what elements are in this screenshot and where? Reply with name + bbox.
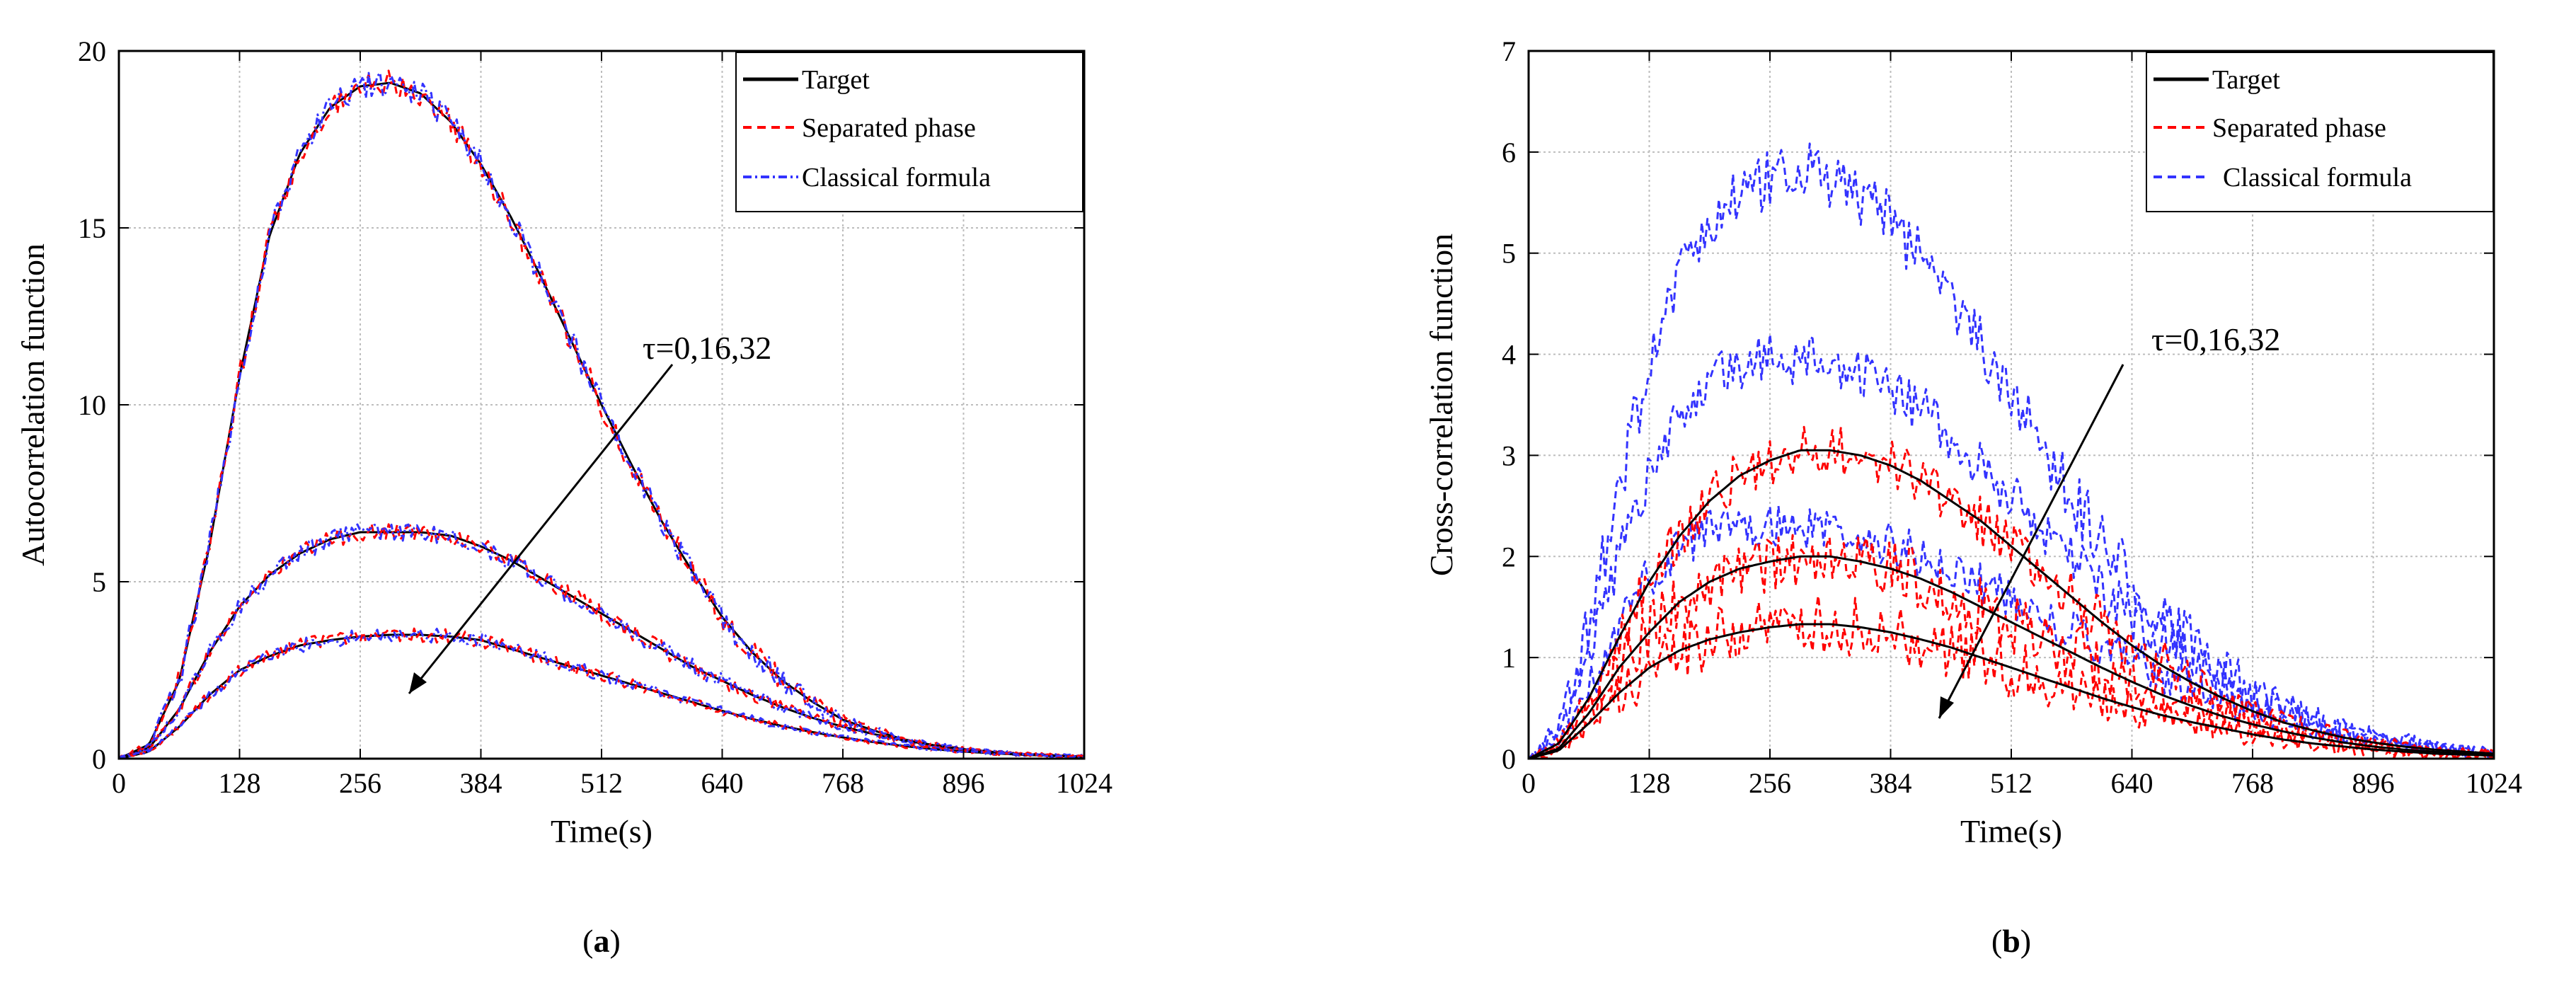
classical-formula-line-lag-0 [118, 71, 1085, 759]
x-axis-label-a: Time(s) [551, 813, 652, 849]
y-tick-label: 4 [1502, 339, 1516, 371]
annotation-arrowhead-a [409, 672, 427, 694]
x-tick-label: 512 [1990, 767, 2032, 799]
y-tick-label: 2 [1502, 541, 1516, 573]
classical-formula-line-lag-32 [118, 627, 1084, 759]
x-tick-label: 768 [822, 767, 864, 799]
series-layer-a [118, 69, 1085, 760]
y-tick-label: 15 [78, 212, 106, 244]
x-tick-label: 0 [112, 767, 126, 799]
chart-a: 0 128 256 384 512 640 768 896 1024 0 5 10 15 20 Time(… [15, 35, 1112, 959]
annotation-arrowhead-b [1939, 696, 1954, 718]
legend-a: Target Separated phase Classical formula [735, 52, 1083, 212]
x-tick-label: 640 [701, 767, 744, 799]
x-tick-label: 256 [339, 767, 381, 799]
x-tick-label: 128 [1628, 767, 1671, 799]
x-tick-label: 1024 [2466, 767, 2522, 799]
legend-label-separated-b: Separated phase [2212, 113, 2386, 143]
caption-a: (a) [582, 923, 621, 959]
y-axis-label-b: Cross-correlation function [1423, 234, 1459, 576]
ticks-b: 0 128 256 384 512 640 768 896 1024 0 1 2 3 4 5 6 7 [1502, 35, 2522, 799]
target-line-lag-16 [1528, 555, 2495, 760]
legend-label-target-a: Target [802, 65, 870, 95]
x-tick-label: 768 [2231, 767, 2274, 799]
target-line-lag-0 [1528, 449, 2495, 760]
series-layer-b [1527, 142, 2495, 760]
y-tick-label: 0 [92, 743, 106, 775]
separated-phase-line-lag-32 [1529, 594, 2495, 760]
y-tick-label: 6 [1502, 137, 1516, 168]
chart-b: 0 128 256 384 512 640 768 896 1024 0 1 2 3 4 5 6 7 Time(… [1423, 35, 2522, 959]
x-tick-label: 512 [580, 767, 623, 799]
separated-phase-line-lag-32 [118, 627, 1085, 760]
y-tick-label: 5 [1502, 238, 1516, 270]
x-tick-label: 896 [943, 767, 985, 799]
x-axis-label-b: Time(s) [1960, 813, 2062, 849]
x-tick-label: 1024 [1056, 767, 1112, 799]
ticks-a: 0 128 256 384 512 640 768 896 1024 0 5 10 15 20 [78, 35, 1112, 799]
legend-label-classical-b: Classical formula [2223, 163, 2412, 192]
x-tick-label: 128 [219, 767, 261, 799]
target-line-lag-32 [1528, 623, 2495, 760]
annotation-arrow-a [408, 364, 674, 694]
y-tick-label: 5 [92, 566, 106, 598]
y-tick-label: 20 [78, 35, 106, 67]
classical-formula-line-lag-16 [118, 523, 1085, 759]
legend-label-target-b: Target [2212, 65, 2280, 95]
x-tick-label: 640 [2111, 767, 2154, 799]
x-tick-label: 896 [2352, 767, 2395, 799]
separated-phase-line-lag-0 [1529, 425, 2495, 760]
x-tick-label: 256 [1749, 767, 1791, 799]
legend-b: Target Separated phase Classical formula [2146, 52, 2494, 212]
y-tick-label: 10 [78, 389, 106, 421]
target-line-lag-16 [118, 531, 1085, 760]
caption-b: (b) [1991, 923, 2031, 959]
y-tick-label: 1 [1502, 642, 1516, 674]
legend-label-separated-a: Separated phase [802, 113, 976, 143]
annotation-arrow-b [1938, 364, 2124, 719]
y-tick-label: 0 [1502, 743, 1516, 775]
separated-phase-line-lag-16 [118, 522, 1085, 759]
y-tick-label: 3 [1502, 439, 1516, 471]
x-tick-label: 0 [1522, 767, 1536, 799]
legend-label-classical-a: Classical formula [802, 163, 991, 192]
classical-formula-line-lag-16 [1527, 333, 2495, 760]
separated-phase-line-lag-0 [118, 69, 1085, 760]
annotation-text-a: τ=0,16,32 [643, 330, 771, 366]
annotation-text-b: τ=0,16,32 [2151, 321, 2280, 357]
y-axis-label-a: Autocorrelation function [15, 243, 51, 566]
caption-letter-b: b [2002, 923, 2020, 959]
x-tick-label: 384 [1870, 767, 1912, 799]
x-tick-label: 384 [460, 767, 502, 799]
caption-letter-a: a [594, 923, 610, 959]
y-tick-label: 7 [1502, 35, 1516, 67]
